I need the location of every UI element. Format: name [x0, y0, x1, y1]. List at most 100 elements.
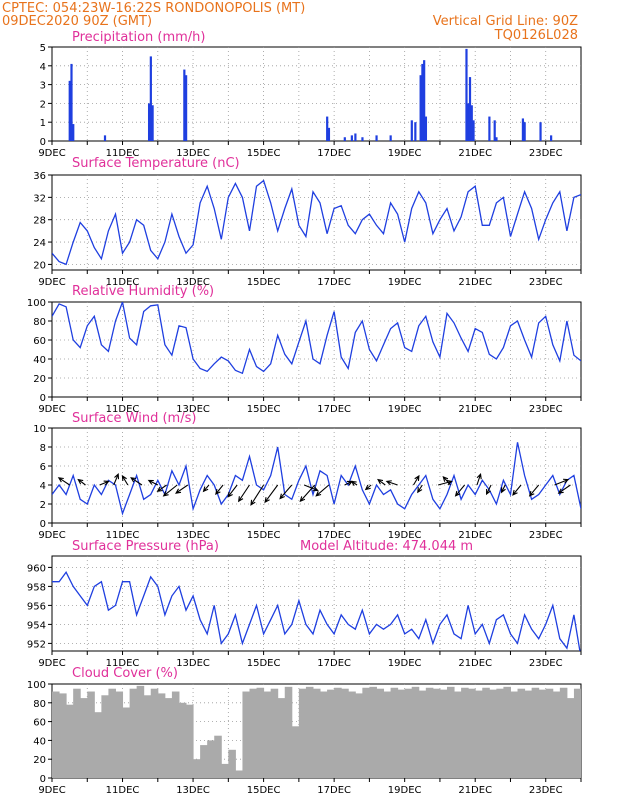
x-tick-label: 9DEC: [38, 148, 65, 159]
x-tick-label: 9DEC: [38, 530, 65, 541]
precip-bar: [389, 135, 392, 141]
precip-bar: [354, 133, 357, 141]
precip-bar: [326, 116, 329, 141]
cloud-bar: [178, 702, 187, 778]
wind-arrow: [554, 478, 570, 486]
cloud-bar: [376, 688, 385, 778]
panel-title: Cloud Cover (%): [72, 666, 178, 681]
wind-arrow: [279, 484, 293, 500]
x-tick-label: 11DEC: [106, 785, 140, 796]
x-tick-label: 17DEC: [317, 277, 351, 288]
wind-arrow: [364, 484, 372, 491]
precip-bar: [147, 103, 151, 141]
precip-bar: [423, 60, 426, 141]
y-tick-label: 1: [40, 118, 46, 129]
cloud-bar: [129, 688, 138, 778]
x-tick-label: 9DEC: [38, 404, 65, 415]
x-tick-label: 11DEC: [106, 530, 140, 541]
x-tick-label: 13DEC: [176, 404, 210, 415]
panel-3: 0 2 4 6 8 10 9DEC 11DEC 13DEC 15DEC 17DEC 19DEC 21DE…: [33, 411, 582, 541]
cloud-bar: [270, 688, 279, 778]
x-tick-label: 23DEC: [529, 530, 563, 541]
x-tick-label: 21DEC: [458, 658, 492, 669]
wind-arrow: [147, 479, 159, 486]
y-tick-label: 80: [33, 699, 46, 710]
precip-bar: [327, 127, 331, 141]
panel-frame: [51, 46, 582, 142]
header-model-id: TQ0126L028: [494, 28, 578, 43]
cloud-bar: [383, 691, 392, 778]
cloud-bar: [418, 690, 427, 778]
x-tick-label: 21DEC: [458, 148, 492, 159]
cloud-bar: [108, 688, 116, 778]
cloud-bar: [263, 691, 272, 778]
y-tick-label: 4: [40, 481, 46, 492]
cloud-bar: [305, 686, 314, 778]
wind-arrow: [476, 473, 482, 486]
y-tick-label: 10: [33, 424, 46, 435]
cloud-bar: [559, 687, 568, 778]
x-tick-label: 13DEC: [176, 148, 210, 159]
cloud-bar: [291, 726, 300, 778]
cloud-bar: [573, 688, 581, 778]
y-tick-label: 0: [40, 774, 46, 785]
wind-arrow: [237, 484, 250, 503]
cloud-bar: [164, 698, 173, 778]
y-tick-label: 24: [33, 238, 46, 249]
header-date: 09DEC2020 90Z (GMT): [2, 14, 152, 29]
cloud-bar: [461, 687, 469, 778]
panel-content: [52, 442, 581, 516]
x-tick-label: 15DEC: [247, 658, 281, 669]
cloud-bar: [298, 688, 307, 778]
header: CPTEC: 054:23W-16:22S RONDONOPOLIS (MT) …: [2, 1, 578, 43]
wind-arrow: [486, 484, 492, 496]
header-location: CPTEC: 054:23W-16:22S RONDONOPOLIS (MT): [2, 1, 305, 16]
y-tick-label: 36: [33, 171, 46, 182]
series-line: [52, 302, 581, 375]
panel-frame: [51, 174, 582, 271]
y-tick-label: 4: [40, 62, 46, 73]
precip-bar: [521, 118, 525, 141]
cloud-bar: [200, 745, 208, 778]
x-tick-label: 17DEC: [317, 530, 351, 541]
wind-arrow: [303, 484, 319, 492]
wind-arrow: [454, 484, 466, 497]
precip-bar: [72, 124, 75, 141]
x-tick-label: 23DEC: [529, 404, 563, 415]
precip-bar: [493, 120, 496, 141]
cloud-bar: [404, 688, 413, 778]
x-tick-label: 23DEC: [529, 658, 563, 669]
precip-bar: [68, 80, 71, 141]
cloud-bar: [171, 691, 180, 778]
cloud-bar: [482, 687, 490, 778]
wind-arrow: [385, 480, 398, 486]
precip-bar: [343, 137, 346, 141]
cloud-bar: [221, 763, 229, 778]
y-tick-label: 60: [33, 718, 46, 729]
wind-arrow: [175, 484, 189, 494]
cloud-bar: [143, 695, 152, 778]
y-tick-label: 0: [40, 393, 46, 404]
wind-arrow: [162, 484, 178, 497]
cloud-bar: [432, 688, 441, 778]
precip-bar: [470, 105, 473, 141]
series-line: [52, 442, 581, 516]
wind-arrow: [377, 478, 386, 486]
panel-title: Relative Humidity (%): [72, 284, 214, 299]
precip-bar: [472, 120, 475, 141]
precip-bar: [375, 135, 378, 141]
wind-arrow: [528, 484, 540, 497]
x-tick-label: 21DEC: [458, 530, 492, 541]
panel-frame: [51, 427, 582, 524]
wind-arrow: [299, 484, 316, 503]
wind-arrow: [77, 478, 86, 486]
x-tick-label: 15DEC: [247, 530, 281, 541]
cloud-bar: [186, 704, 194, 778]
precip-bar: [467, 103, 470, 141]
y-tick-label: 40: [33, 736, 46, 747]
x-tick-label: 21DEC: [458, 277, 492, 288]
cloud-bar: [52, 691, 60, 778]
cloud-bar: [101, 695, 109, 778]
x-tick-label: 21DEC: [458, 404, 492, 415]
